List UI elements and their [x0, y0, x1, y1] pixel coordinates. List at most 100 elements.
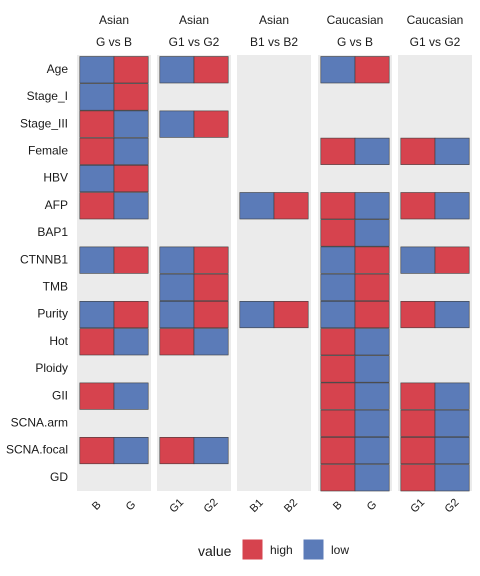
heatmap-cell-ploidy-g — [354, 355, 390, 383]
heatmap-cell-scna-focal-g1 — [159, 436, 195, 465]
heatmap-cell-afp-g1 — [400, 192, 436, 220]
y-tick-label: Age — [47, 62, 69, 76]
legend-key-low — [302, 538, 325, 561]
y-tick-label: Stage_I — [27, 89, 68, 103]
panel-3: Asian B1 vs B2 B1 B2 — [237, 13, 311, 515]
heatmap-cell-scna-arm-g1 — [400, 409, 436, 437]
heatmap-cell-gii-b — [79, 382, 115, 410]
heatmap-cell-scna-focal-g2 — [193, 436, 229, 465]
heatmap-cell-ctnnb1-g2 — [434, 246, 470, 274]
x-tick-label: G2 — [443, 496, 462, 515]
heatmap-cell-stage-i-g — [113, 83, 149, 111]
heatmap-cell-stage-iii-g2 — [193, 110, 229, 138]
heatmap-cell-afp-g — [113, 192, 149, 220]
y-tick-label: Purity — [37, 307, 68, 321]
heatmap-cell-scna-arm-g2 — [434, 409, 470, 437]
y-tick-label: Hot — [49, 334, 68, 348]
heatmap-cell-purity-b2 — [273, 300, 309, 329]
heatmap-cell-ctnnb1-g1 — [400, 246, 436, 274]
heatmap-cell-age-g — [113, 56, 149, 84]
heatmap-cell-ctnnb1-b — [320, 246, 356, 274]
heatmap-cell-age-b — [79, 56, 115, 84]
panel-background — [237, 55, 311, 491]
y-tick-label: BAP1 — [37, 225, 68, 239]
heatmap-cell-afp-g — [354, 192, 390, 220]
heatmap-cell-stage-iii-b — [79, 110, 115, 138]
y-tick-label: Stage_III — [20, 116, 68, 130]
heatmap-cell-scna-focal-g1 — [400, 436, 436, 465]
heatmap-cell-gii-g — [113, 382, 149, 410]
strip-label-bottom: G1 vs G2 — [169, 35, 220, 49]
heatmap-cell-gd-g1 — [400, 464, 436, 492]
heatmap-cell-stage-iii-g1 — [159, 110, 195, 138]
heatmap-cell-ctnnb1-g — [113, 246, 149, 274]
heatmap-cell-purity-g2 — [434, 300, 470, 329]
heatmap-cell-purity-g — [113, 300, 149, 329]
heatmap-cell-age-g1 — [159, 56, 195, 84]
heatmap-cell-tmb-g — [354, 273, 390, 301]
y-tick-label: Ploidy — [35, 361, 68, 375]
heatmap-cell-purity-g1 — [400, 300, 436, 329]
x-tick-label: G2 — [202, 496, 221, 515]
y-tick-label: HBV — [43, 171, 68, 185]
y-tick-label: Female — [28, 144, 68, 158]
y-tick-label: CTNNB1 — [20, 252, 68, 266]
heatmap-cell-female-g — [113, 137, 149, 165]
heatmap-cell-scna-focal-g — [354, 436, 390, 465]
heatmap-cell-ploidy-b — [320, 355, 356, 383]
heatmap-cell-hbv-b — [79, 165, 115, 193]
panel-4: Caucasian G vs B B G — [318, 13, 392, 513]
y-tick-label: SCNA.focal — [6, 443, 68, 457]
heatmap-cell-age-b — [320, 56, 356, 84]
heatmap-cell-ctnnb1-b — [79, 246, 115, 274]
x-tick-label: G — [365, 499, 380, 514]
heatmap-cell-hot-g2 — [193, 328, 229, 356]
heatmap-cell-hot-g — [354, 328, 390, 356]
heatmap-cell-purity-g1 — [159, 300, 195, 329]
heatmap-cell-scna-arm-b — [320, 409, 356, 437]
heatmap-cell-stage-i-b — [79, 83, 115, 111]
y-tick-label: GD — [50, 470, 68, 484]
heatmap-cell-female-g — [354, 137, 390, 165]
heatmap-cell-hbv-g — [113, 165, 149, 193]
heatmap-cell-hot-g — [113, 328, 149, 356]
heatmap-cell-afp-b — [320, 192, 356, 220]
heatmap-cell-hot-b — [79, 328, 115, 356]
heatmap-cell-purity-b — [320, 300, 356, 329]
y-tick-label: TMB — [43, 280, 68, 294]
heatmap-cell-age-g2 — [193, 56, 229, 84]
heatmap-cell-hot-b — [320, 328, 356, 356]
heatmap-cell-female-g2 — [434, 137, 470, 165]
heatmap-cell-gii-g2 — [434, 382, 470, 410]
heatmap-cell-gii-b — [320, 382, 356, 410]
strip-label-bottom: G vs B — [96, 35, 132, 49]
heatmap-cell-tmb-g2 — [193, 273, 229, 301]
strip-label-bottom: G1 vs G2 — [410, 35, 461, 49]
x-tick-label: B2 — [282, 497, 300, 515]
heatmap-cell-purity-b — [79, 300, 115, 329]
heatmap-cell-female-g1 — [400, 137, 436, 165]
y-tick-label: SCNA.arm — [11, 416, 68, 430]
heatmap-cell-gd-g2 — [434, 464, 470, 492]
heatmap-cell-gd-g — [354, 464, 390, 492]
heatmap-cell-purity-g2 — [193, 300, 229, 329]
legend: value high low — [198, 538, 349, 561]
heatmap-cell-gd-b — [320, 464, 356, 492]
heatmap-cell-female-b — [320, 137, 356, 165]
heatmap-cell-tmb-b — [320, 273, 356, 301]
legend-title: value — [198, 543, 232, 559]
strip-label-top: Caucasian — [407, 13, 464, 27]
heatmap-cell-ctnnb1-g2 — [193, 246, 229, 274]
heatmap-cell-afp-g2 — [434, 192, 470, 220]
x-tick-label: B1 — [248, 497, 266, 515]
x-tick-label: G — [124, 499, 139, 514]
x-tick-label: G1 — [408, 496, 427, 515]
strip-label-top: Asian — [259, 13, 289, 27]
heatmap-cell-scna-focal-g — [113, 436, 149, 465]
y-tick-label: GII — [52, 388, 68, 402]
strip-label-top: Caucasian — [327, 13, 384, 27]
heatmap-cell-ctnnb1-g1 — [159, 246, 195, 274]
heatmap-cell-bap1-g — [354, 219, 390, 247]
panel-2: Asian G1 vs G2 G1 G2 — [157, 13, 231, 515]
